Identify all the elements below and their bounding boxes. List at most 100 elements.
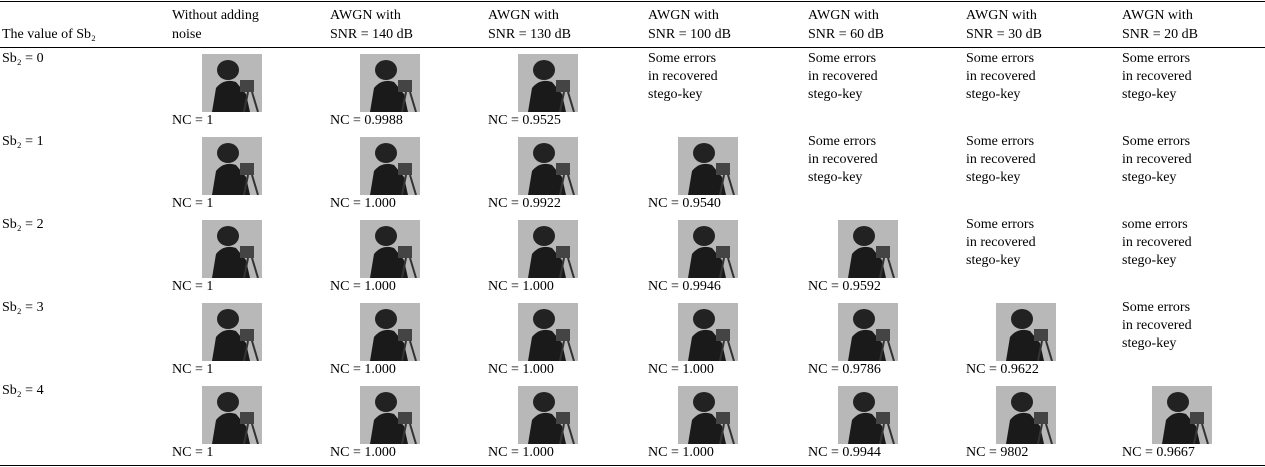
column-header: AWGN with bbox=[1122, 7, 1193, 25]
cell-text: Some errors bbox=[1122, 50, 1190, 68]
cell-text: in recovered bbox=[808, 151, 878, 169]
nc-caption: NC = 1 bbox=[172, 361, 213, 379]
row-label: Sb₂ = 0 bbox=[2, 50, 44, 68]
nc-caption: NC = 0.9525 bbox=[488, 112, 561, 130]
cell-text: Some errors bbox=[966, 216, 1034, 234]
column-header: SNR = 130 dB bbox=[488, 26, 571, 44]
cell-text: in recovered bbox=[1122, 151, 1192, 169]
nc-caption: NC = 1.000 bbox=[330, 195, 396, 213]
nc-caption: NC = 1.000 bbox=[330, 278, 396, 296]
cell-text: stego-key bbox=[1122, 86, 1176, 104]
image bbox=[678, 386, 738, 444]
image bbox=[678, 137, 738, 195]
column-header: SNR = 140 dB bbox=[330, 26, 413, 44]
row-label: Sb₂ = 1 bbox=[2, 133, 44, 151]
image bbox=[360, 220, 420, 278]
page: The value of Sb₂Without addingnoiseAWGN … bbox=[0, 0, 1265, 467]
nc-caption: NC = 1.000 bbox=[330, 361, 396, 379]
column-header: SNR = 20 dB bbox=[1122, 26, 1198, 44]
cell-text: Some errors bbox=[1122, 299, 1190, 317]
row-label: Sb₂ = 2 bbox=[2, 216, 44, 234]
cell-text: stego-key bbox=[966, 169, 1020, 187]
image bbox=[838, 386, 898, 444]
cell-text: stego-key bbox=[966, 86, 1020, 104]
image bbox=[202, 54, 262, 112]
cell-text: Some errors bbox=[808, 133, 876, 151]
nc-caption: NC = 0.9622 bbox=[966, 361, 1039, 379]
image bbox=[360, 303, 420, 361]
cell-text: in recovered bbox=[966, 68, 1036, 86]
header-rule bbox=[0, 47, 1265, 48]
image bbox=[996, 386, 1056, 444]
column-header: SNR = 100 dB bbox=[648, 26, 731, 44]
cell-text: in recovered bbox=[966, 234, 1036, 252]
nc-caption: NC = 1.000 bbox=[648, 361, 714, 379]
column-header: AWGN with bbox=[808, 7, 879, 25]
image bbox=[1152, 386, 1212, 444]
nc-caption: NC = 1 bbox=[172, 112, 213, 130]
image bbox=[518, 220, 578, 278]
image bbox=[996, 303, 1056, 361]
image bbox=[678, 303, 738, 361]
image bbox=[202, 386, 262, 444]
cell-text: in recovered bbox=[648, 68, 718, 86]
bottom-rule bbox=[0, 465, 1265, 466]
column-header: SNR = 60 dB bbox=[808, 26, 884, 44]
nc-caption: NC = 0.9786 bbox=[808, 361, 881, 379]
nc-caption: NC = 0.9540 bbox=[648, 195, 721, 213]
nc-caption: NC = 1.000 bbox=[648, 444, 714, 462]
nc-caption: NC = 1 bbox=[172, 195, 213, 213]
row-label: Sb₂ = 4 bbox=[2, 382, 44, 400]
image bbox=[518, 386, 578, 444]
column-header: SNR = 30 dB bbox=[966, 26, 1042, 44]
image bbox=[838, 303, 898, 361]
image bbox=[360, 54, 420, 112]
cell-text: Some errors bbox=[966, 50, 1034, 68]
cell-text: Some errors bbox=[808, 50, 876, 68]
cell-text: in recovered bbox=[808, 68, 878, 86]
cell-text: stego-key bbox=[1122, 335, 1176, 353]
image bbox=[678, 220, 738, 278]
row-label: Sb₂ = 3 bbox=[2, 299, 44, 317]
column-header: AWGN with bbox=[966, 7, 1037, 25]
image bbox=[838, 220, 898, 278]
cell-text: stego-key bbox=[966, 252, 1020, 270]
image bbox=[518, 54, 578, 112]
cell-text: in recovered bbox=[966, 151, 1036, 169]
cell-text: some errors bbox=[1122, 216, 1188, 234]
nc-caption: NC = 0.9592 bbox=[808, 278, 881, 296]
cell-text: Some errors bbox=[966, 133, 1034, 151]
column-header: AWGN with bbox=[488, 7, 559, 25]
image bbox=[360, 137, 420, 195]
nc-caption: NC = 1 bbox=[172, 278, 213, 296]
cell-text: stego-key bbox=[648, 86, 702, 104]
column-header: noise bbox=[172, 26, 202, 44]
cell-text: stego-key bbox=[808, 169, 862, 187]
nc-caption: NC = 0.9922 bbox=[488, 195, 561, 213]
nc-caption: NC = 0.9946 bbox=[648, 278, 721, 296]
image bbox=[202, 220, 262, 278]
nc-caption: NC = 0.9944 bbox=[808, 444, 881, 462]
cell-text: stego-key bbox=[808, 86, 862, 104]
column-header: Without adding bbox=[172, 7, 259, 25]
cell-text: stego-key bbox=[1122, 169, 1176, 187]
image bbox=[202, 303, 262, 361]
cell-text: in recovered bbox=[1122, 234, 1192, 252]
cell-text: Some errors bbox=[1122, 133, 1190, 151]
cell-text: stego-key bbox=[1122, 252, 1176, 270]
cell-text: Some errors bbox=[648, 50, 716, 68]
image bbox=[518, 137, 578, 195]
nc-caption: NC = 9802 bbox=[966, 444, 1028, 462]
column-header: AWGN with bbox=[648, 7, 719, 25]
nc-caption: NC = 1.000 bbox=[488, 444, 554, 462]
image bbox=[202, 137, 262, 195]
nc-caption: NC = 1.000 bbox=[488, 361, 554, 379]
nc-caption: NC = 1 bbox=[172, 444, 213, 462]
nc-caption: NC = 0.9988 bbox=[330, 112, 403, 130]
nc-caption: NC = 1.000 bbox=[488, 278, 554, 296]
nc-caption: NC = 1.000 bbox=[330, 444, 396, 462]
image bbox=[518, 303, 578, 361]
image bbox=[360, 386, 420, 444]
column-header: AWGN with bbox=[330, 7, 401, 25]
top-rule bbox=[0, 1, 1265, 2]
